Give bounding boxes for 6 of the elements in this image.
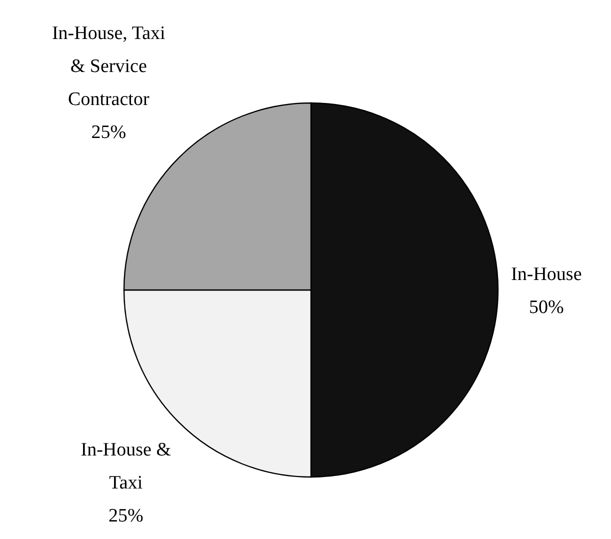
data-label: 25% — [108, 505, 144, 526]
slice-label: In-House & Taxi — [80, 439, 172, 494]
slice-label: In-House — [511, 264, 582, 286]
data-label: 50% — [528, 297, 564, 318]
data-label: 25% — [91, 122, 126, 144]
slice-label: In-House, Taxi & Service Contractor — [52, 23, 166, 110]
